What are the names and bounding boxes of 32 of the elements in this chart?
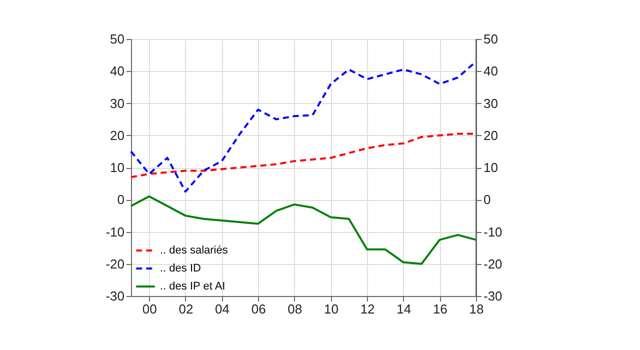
y-tick-label: 10 (110, 160, 124, 175)
x-tick-label: 10 (324, 302, 338, 316)
y2-tick-label: -10 (484, 224, 502, 240)
y-tick-label: 0 (117, 192, 124, 208)
x-tick-label: 02 (178, 302, 194, 316)
y-tick-label: -10 (106, 224, 124, 240)
y-tick-label: -20 (106, 256, 124, 272)
y2-tick-label: 10 (484, 160, 498, 175)
y2-tick-label: 0 (484, 192, 491, 208)
y2-tick-label: 20 (484, 128, 498, 143)
legend-label: .. des IP et AI (160, 280, 226, 292)
x-tick-label: 08 (288, 302, 302, 316)
x-tick-label: 00 (142, 302, 157, 316)
legend-label: .. des salariés (160, 244, 228, 256)
y-tick-label: -30 (106, 288, 124, 304)
line-series (130, 195, 477, 265)
y2-tick-label: 30 (484, 96, 498, 111)
x-tick-label: 12 (360, 302, 375, 316)
x-tick-label: 14 (396, 302, 412, 316)
y-tick-label: 20 (110, 128, 124, 143)
y-tick-label: 50 (110, 32, 124, 46)
y2-tick-label: 40 (484, 64, 498, 79)
y2-tick-label: -20 (484, 256, 502, 272)
y-tick-label: 40 (110, 64, 124, 79)
y2-tick-label: 50 (484, 32, 498, 46)
y2-tick-label: -30 (484, 288, 502, 304)
x-tick-label: 04 (215, 302, 230, 316)
y-tick-label: 30 (110, 96, 124, 111)
legend-label: .. des ID (160, 262, 202, 274)
x-tick-label: 18 (469, 302, 484, 316)
x-tick-label: 06 (251, 302, 266, 316)
x-tick-label: 16 (432, 302, 448, 316)
